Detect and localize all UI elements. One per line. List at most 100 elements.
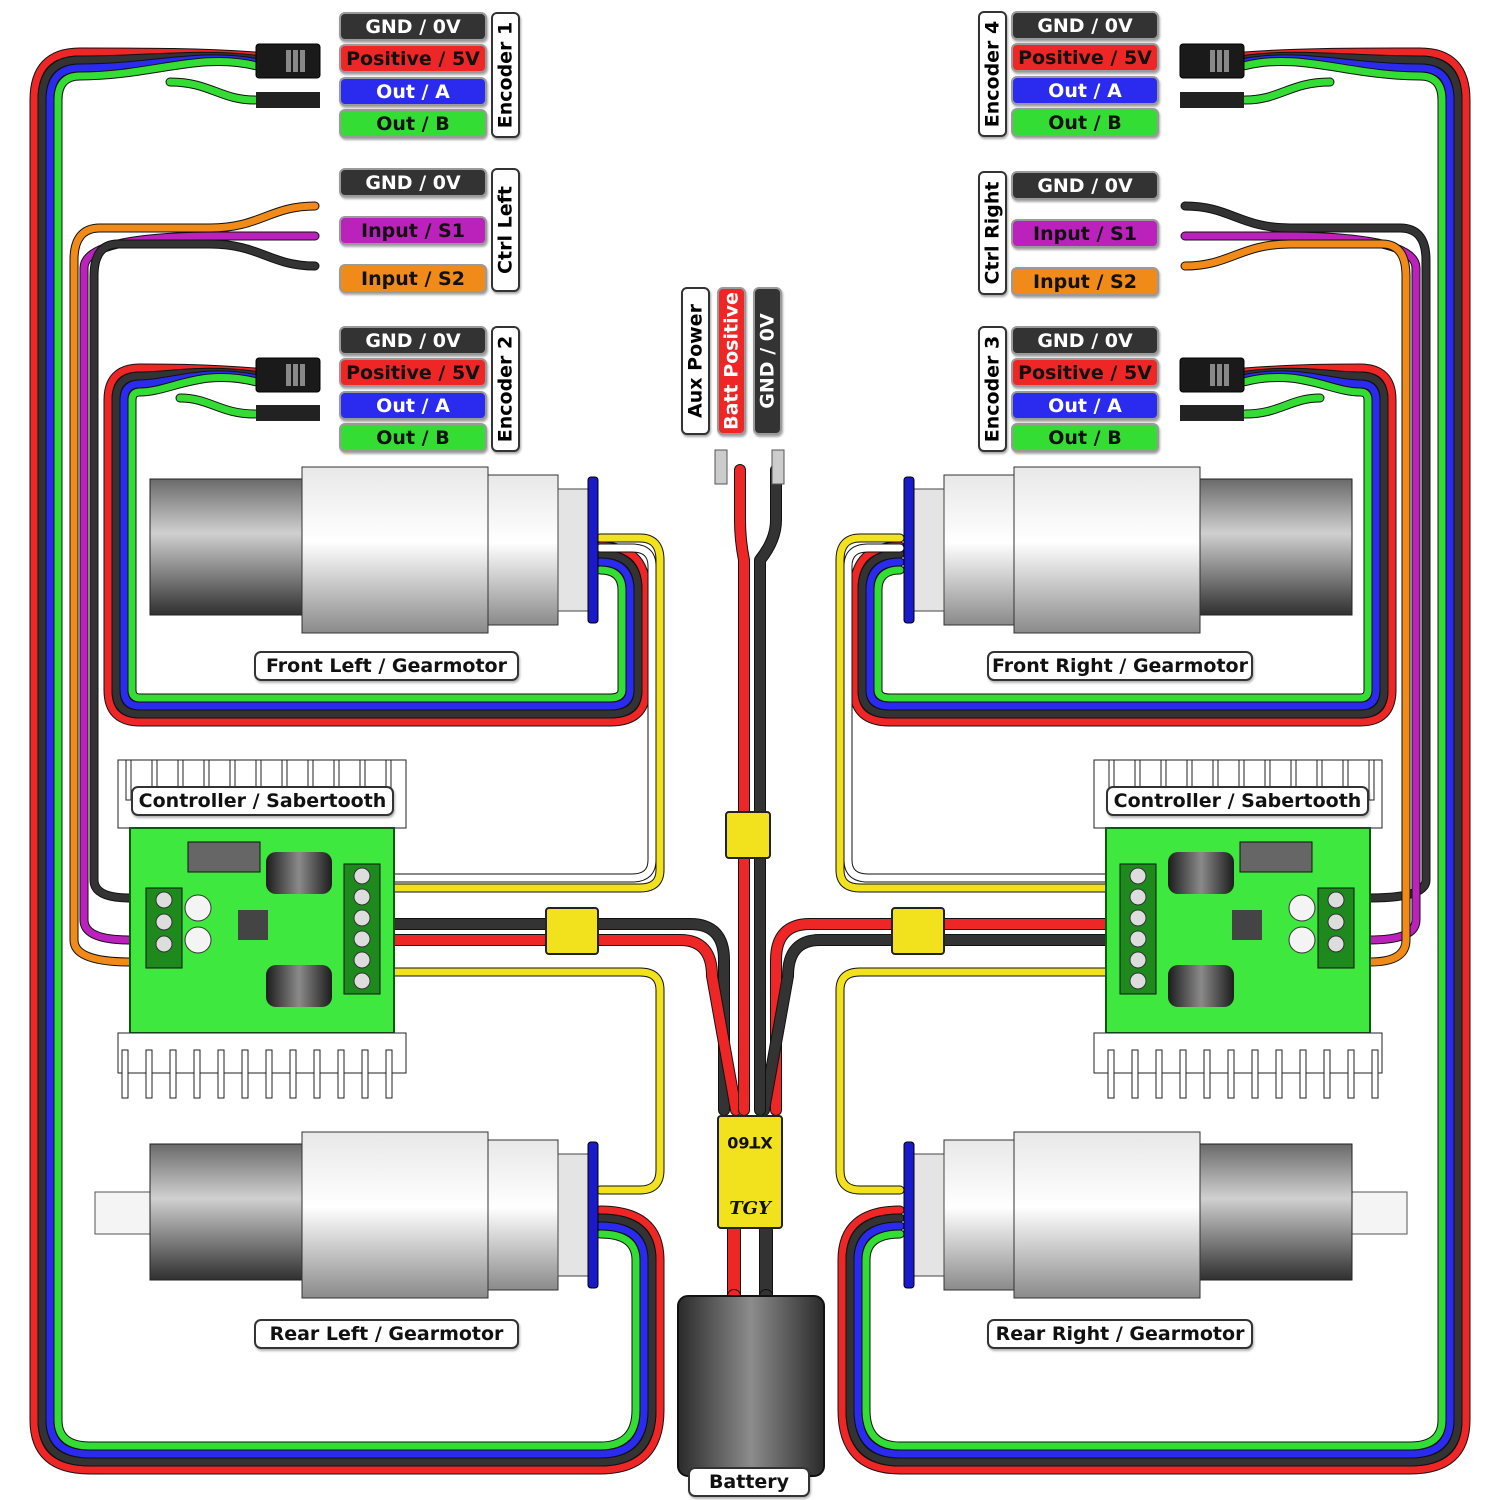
left-controller-bottom-heatsink [117, 1032, 407, 1074]
encoder3-connector-pin [1217, 364, 1222, 386]
components: XT60 TGY [94, 43, 1408, 1477]
ctrl-right-s2-wire [1181, 240, 1410, 966]
left-controller-fin [385, 1049, 393, 1099]
encoder2-outb-label: Out / B [339, 423, 487, 452]
front-right-motor-can [1013, 466, 1201, 634]
encoder4-connector-pin [1210, 50, 1215, 72]
right-controller-screw [1129, 951, 1147, 969]
rl-motor-yellow [376, 968, 664, 1194]
encoder4-ribbon-1 [846, 52, 1462, 1466]
encoder2-connector-pin [286, 364, 291, 386]
left-controller-screw [353, 867, 371, 885]
encoder2-positive-label: Positive / 5V [339, 358, 487, 387]
right-controller-power-terminal [1119, 863, 1157, 995]
left-controller-inductor-bottom [266, 965, 332, 1007]
rear-right-motor-encoder-ring [903, 1141, 915, 1289]
encoder1-positive-label: Positive / 5V [339, 44, 487, 73]
right-controller-bottom-heatsink [1093, 1032, 1383, 1074]
right-controller-fin [1155, 1049, 1163, 1099]
left-xt-connector [545, 907, 599, 955]
right-controller-inductor-top [1168, 852, 1234, 894]
main-xt60-connector [717, 1115, 783, 1229]
right-controller-inductor-bottom [1168, 965, 1234, 1007]
ctrl-left-s1-wire [80, 232, 319, 944]
rear-left-motor-endcap [487, 1139, 559, 1291]
left-controller-fin [241, 1049, 249, 1099]
batt-positive-label: Batt Positive [717, 287, 746, 435]
aux-gnd-pin [771, 449, 785, 485]
left-controller-fin [145, 1049, 153, 1099]
right-controller-screw [1129, 972, 1147, 990]
aux-xt-connector [725, 811, 771, 859]
encoder1-connector-pin [293, 50, 298, 72]
rear-right-motor [903, 1131, 1408, 1299]
encoder2-b-connector [256, 405, 320, 421]
right-controller-led [1288, 894, 1316, 922]
encoder4-b-connector [1180, 92, 1244, 108]
encoder4-ribbon-0 [838, 48, 1470, 1474]
xt60-text: XT60 [727, 1133, 773, 1152]
ctrl-left-gnd-wire [90, 240, 319, 902]
encoder1-ribbon-1 [38, 52, 656, 1466]
right-controller-fin [1368, 759, 1375, 801]
right-controller-screw [1129, 888, 1147, 906]
right-controller-screw [1327, 913, 1345, 931]
front-right-motor-endcap [943, 474, 1015, 626]
encoder4-ribbon-3 [862, 57, 1446, 1450]
fr-motor-white [844, 544, 1124, 882]
right-controller-fin [1131, 1049, 1139, 1099]
ctrl-left-s1-label: Input / S1 [339, 216, 487, 245]
left-controller-fin [125, 759, 132, 801]
left-controller-screw [353, 951, 371, 969]
rear-left-motor-gearbox [149, 1143, 313, 1281]
left-controller-led [184, 894, 212, 922]
right-controller-screw [1129, 867, 1147, 885]
rr-motor-yellow [836, 968, 1124, 1194]
ctrl-right-gnd-label: GND / 0V [1011, 171, 1159, 200]
fl-motor-white [376, 544, 656, 882]
ctrl-right-s1-label: Input / S1 [1011, 219, 1159, 248]
encoder3-connector-pin [1210, 364, 1215, 386]
encoder1-ribbon-3 [54, 57, 640, 1450]
right-xt-connector [891, 907, 945, 955]
left-controller [117, 759, 407, 1099]
ctrl-left-title: Ctrl Left [491, 168, 520, 292]
encoder3-ribbon-2 [866, 371, 1380, 710]
battery-pack [677, 1295, 825, 1477]
encoder4-connector-pin [1224, 50, 1229, 72]
left-controller-fin [265, 1049, 273, 1099]
ctrl-right-s2-label: Input / S2 [1011, 267, 1159, 296]
wire-harness [29, 47, 1471, 1475]
encoder1-connector-pin [300, 50, 305, 72]
front-right-motor-encoder-disk [913, 488, 945, 612]
left-controller-inductor-top [266, 852, 332, 894]
right-controller-fin [1251, 1049, 1259, 1099]
encoder4-ribbon-2 [854, 55, 1454, 1458]
ctrl-left-s2-wire [70, 202, 319, 966]
right-controller-screw [1327, 891, 1345, 909]
encoder2-outa-label: Out / A [339, 391, 487, 420]
rear-right-motor-title: Rear Right / Gearmotor [987, 1319, 1253, 1349]
left-controller-fin [193, 1049, 201, 1099]
encoder3-b-connector [1180, 405, 1244, 421]
front-right-motor-encoder-ring [903, 476, 915, 624]
right-controller-fin [1179, 1049, 1187, 1099]
front-left-motor-encoder-ring [587, 476, 599, 624]
rear-left-motor-encoder-ring [587, 1141, 599, 1289]
encoder3-title: Encoder 3 [978, 326, 1007, 452]
left-controller-screw [155, 891, 173, 909]
encoder2-title: Encoder 2 [491, 326, 520, 452]
right-ctrl-pos-power [771, 919, 1125, 1115]
encoder4-outb-tail [1241, 78, 1334, 104]
encoder1-connector-pin [286, 50, 291, 72]
encoder2-connector-pin [300, 364, 305, 386]
rear-left-motor [94, 1131, 599, 1299]
encoder3-ribbon-3 [874, 373, 1372, 702]
encoder3-outa-label: Out / A [1011, 391, 1159, 420]
right-ctrl-gnd-power [759, 935, 1125, 1115]
right-controller-fin [1227, 1049, 1235, 1099]
left-controller-fin [289, 1049, 297, 1099]
left-controller-fin [169, 1049, 177, 1099]
